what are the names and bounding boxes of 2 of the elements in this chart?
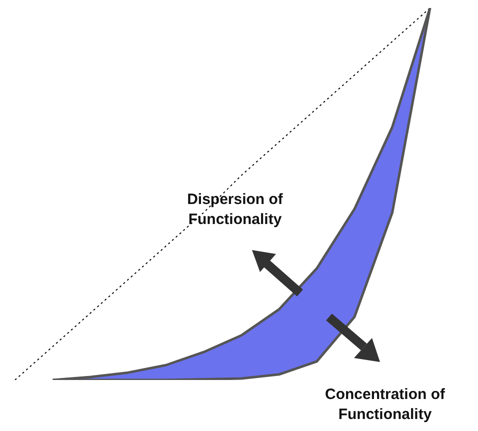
annotation: Dispersion of Functionality: [186, 190, 284, 230]
text: Concentration of Functionality: [324, 385, 446, 425]
